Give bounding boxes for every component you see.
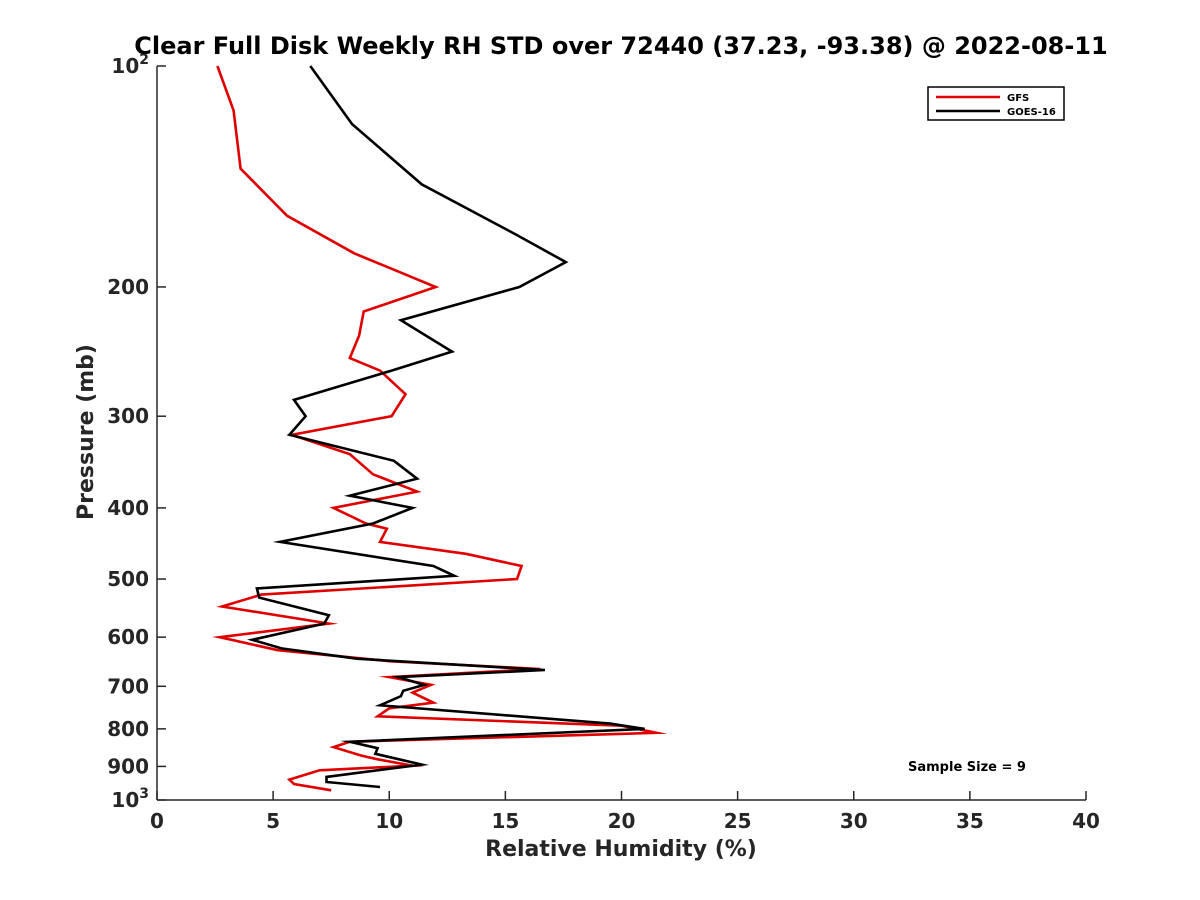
x-tick-label: 25: [724, 809, 752, 833]
y-axis-label: Pressure (mb): [74, 344, 99, 520]
y-tick-label: 800: [107, 717, 149, 741]
legend-label-gfs: GFS: [1007, 93, 1029, 104]
legend-box: [927, 86, 1065, 121]
y-tick-label: 700: [107, 674, 149, 698]
legend-label-goes-16: GOES-16: [1007, 107, 1056, 118]
series-line-goes-16: [246, 65, 645, 789]
chart-title: Clear Full Disk Weekly RH STD over 72440…: [134, 32, 1107, 60]
y-tick-label: 200: [107, 275, 149, 299]
x-tick-label: 30: [840, 809, 868, 833]
y-tick-label: 500: [107, 567, 149, 591]
y-tick-label: 600: [107, 625, 149, 649]
sample-size-annotation: Sample Size = 9: [908, 760, 1026, 775]
x-tick-label: 35: [956, 809, 984, 833]
y-tick-label: 300: [107, 404, 149, 428]
x-tick-label: 0: [150, 809, 164, 833]
x-tick-label: 40: [1072, 809, 1100, 833]
x-tick-label: 5: [266, 809, 280, 833]
x-tick-label: 10: [375, 809, 403, 833]
legend: GFS GOES-16: [927, 86, 1065, 121]
x-tick-label: 15: [491, 809, 519, 833]
series-line-gfs: [212, 65, 668, 792]
y-tick-label: 900: [107, 754, 149, 778]
y-tick-label: 400: [107, 496, 149, 520]
plot-area: 0 5 10 15 20 25 30 35 40 102 200 300 400 500 600 700 800…: [107, 52, 1100, 833]
y-tick-label: 102: [111, 52, 149, 78]
x-axis-label: Relative Humidity (%): [485, 837, 757, 862]
y-tick-label: 103: [111, 786, 149, 812]
x-tick-label: 20: [608, 809, 636, 833]
